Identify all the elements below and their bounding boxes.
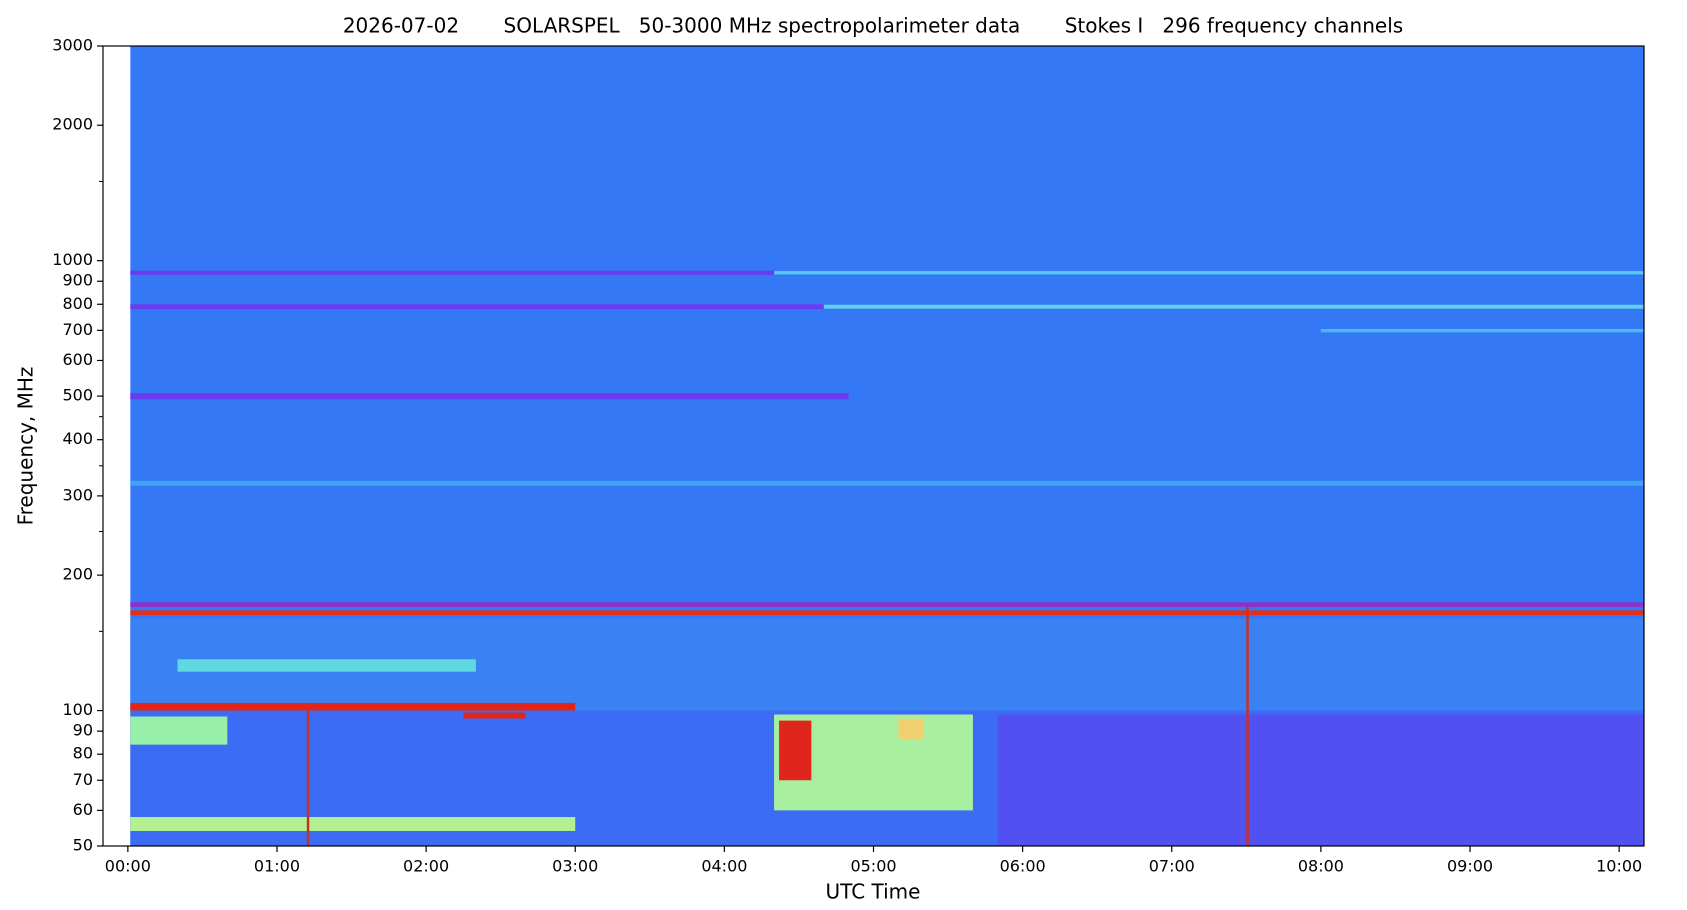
x-tick-label: 04:00 <box>701 857 747 876</box>
y-tick-label: 1000 <box>52 250 93 269</box>
spectral-feature <box>130 716 228 745</box>
x-tick-label: 09:00 <box>1447 857 1493 876</box>
x-tick-label: 01:00 <box>254 857 300 876</box>
x-axis-label: UTC Time <box>826 880 921 904</box>
x-tick-label: 06:00 <box>1000 857 1046 876</box>
y-tick-label: 400 <box>62 429 93 448</box>
spectral-feature <box>779 720 812 781</box>
spectral-feature <box>1320 328 1644 333</box>
spectral-feature <box>463 712 526 719</box>
x-tick-label: 10:00 <box>1596 857 1642 876</box>
spectral-feature <box>306 706 310 846</box>
y-tick-label: 50 <box>73 836 93 855</box>
x-tick-label: 05:00 <box>850 857 896 876</box>
spectral-feature <box>130 610 1644 616</box>
y-tick-label: 300 <box>62 485 93 504</box>
y-tick-label: 700 <box>62 320 93 339</box>
y-tick-label: 500 <box>62 386 93 405</box>
spectral-feature <box>130 270 775 275</box>
x-tick-label: 07:00 <box>1149 857 1195 876</box>
x-tick-label: 03:00 <box>552 857 598 876</box>
spectral-feature <box>823 304 1644 309</box>
y-tick-label: 100 <box>62 700 93 719</box>
spectral-feature <box>130 392 849 400</box>
y-tick-label: 60 <box>73 800 93 819</box>
spectral-feature <box>130 817 576 831</box>
spectral-feature <box>898 718 924 741</box>
y-tick-label: 900 <box>62 271 93 290</box>
y-tick-label: 70 <box>73 770 93 789</box>
spectral-feature <box>130 702 576 711</box>
x-tick-label: 08:00 <box>1298 857 1344 876</box>
y-tick-label: 3000 <box>52 36 93 55</box>
spectral-feature <box>997 714 1644 846</box>
y-tick-label: 80 <box>73 744 93 763</box>
x-tick-label: 00:00 <box>105 857 151 876</box>
spectral-feature <box>177 659 476 672</box>
y-axis-label: Frequency, MHz <box>14 367 38 526</box>
chart-title: 2026-07-02 SOLARSPEL 50-3000 MHz spectro… <box>343 14 1403 38</box>
y-tick-label: 200 <box>62 565 93 584</box>
y-tick-label: 90 <box>73 721 93 740</box>
spectral-feature <box>1246 606 1249 846</box>
spectral-feature <box>130 602 1644 607</box>
x-tick-label: 02:00 <box>403 857 449 876</box>
spectral-feature <box>130 480 1644 486</box>
spectral-feature <box>130 304 824 310</box>
spectral-feature <box>774 271 1644 275</box>
y-tick-label: 2000 <box>52 115 93 134</box>
y-tick-label: 800 <box>62 294 93 313</box>
y-tick-label: 600 <box>62 350 93 369</box>
